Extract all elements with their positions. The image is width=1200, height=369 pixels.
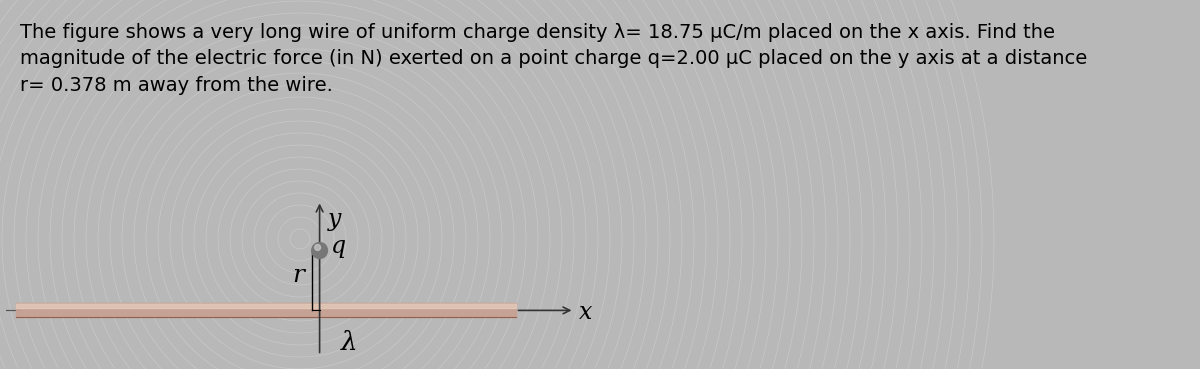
- Text: r: r: [292, 264, 304, 287]
- Circle shape: [314, 245, 320, 251]
- Circle shape: [312, 242, 328, 258]
- Text: The figure shows a very long wire of uniform charge density λ= 18.75 µC/m placed: The figure shows a very long wire of uni…: [20, 23, 1087, 95]
- Text: x: x: [580, 301, 593, 324]
- Text: q: q: [331, 235, 347, 258]
- Text: λ: λ: [341, 330, 358, 355]
- Text: y: y: [328, 207, 341, 231]
